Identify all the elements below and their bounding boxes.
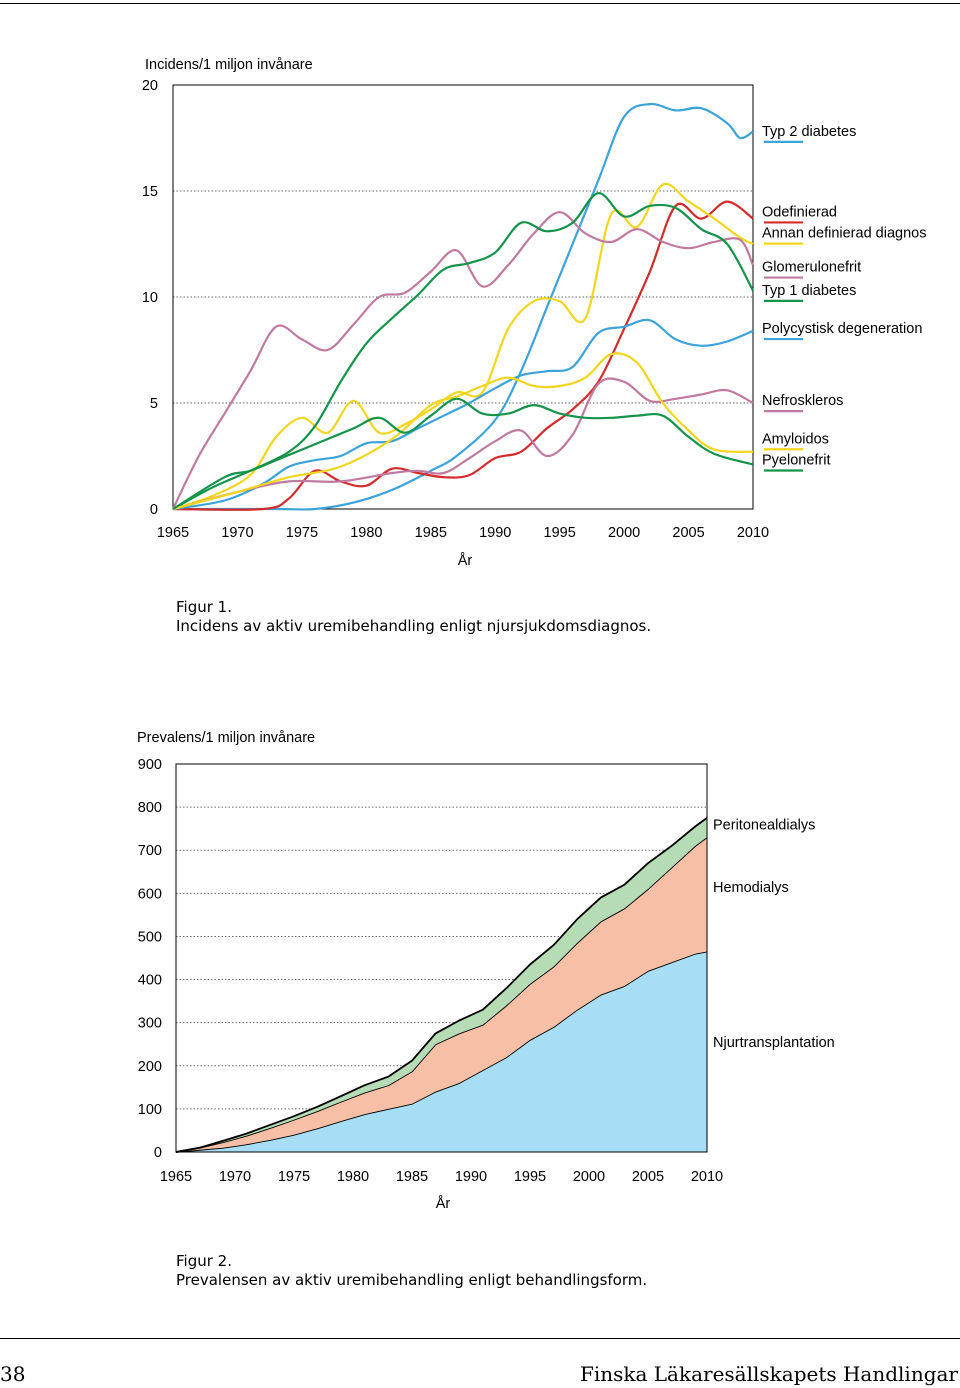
plot-frame xyxy=(172,84,754,510)
journal-title: Finska Läkaresällskapets Handlingar xyxy=(579,1362,958,1386)
figure-2-caption: Figur 2. Prevalensen av aktiv uremibehan… xyxy=(176,1252,647,1290)
y-tick-label: 500 xyxy=(138,929,162,945)
legend-label: Amyloidos xyxy=(762,431,829,447)
prevalence-chart: Prevalens/1 miljon invånare 0 100 200 300 400… xyxy=(0,700,960,1240)
y-axis-title: Incidens/1 miljon invånare xyxy=(145,57,313,73)
series-area xyxy=(176,951,707,1152)
y-tick-label: 600 xyxy=(138,886,162,902)
series-line xyxy=(172,211,755,510)
prevalence-chart-svg: Prevalens/1 miljon invånare 0 100 200 300 400… xyxy=(137,730,835,1212)
x-tick-label: 2010 xyxy=(737,525,769,541)
x-tick-label: 1990 xyxy=(479,525,511,541)
y-tick-label: 900 xyxy=(138,757,162,773)
legend-label: Polycystisk degeneration xyxy=(762,321,922,337)
y-tick-label: 15 xyxy=(142,184,158,200)
series-line xyxy=(172,397,754,510)
figure-2-label: Figur 2. xyxy=(176,1252,232,1270)
series-line xyxy=(172,352,754,511)
page-number: 38 xyxy=(0,1362,26,1386)
figure-1-caption: Figur 1. Incidens av aktiv uremibehandli… xyxy=(176,598,651,636)
x-tick-label: 1980 xyxy=(350,525,382,541)
legend-label: Njurtransplantation xyxy=(713,1035,835,1051)
x-axis-title: År xyxy=(436,1195,451,1212)
series-boundary xyxy=(175,817,708,1153)
y-axis-title: Prevalens/1 miljon invånare xyxy=(137,730,315,746)
x-tick-label: 1975 xyxy=(286,525,318,541)
x-tick-label: 1970 xyxy=(221,525,253,541)
x-tick-label: 2010 xyxy=(691,1169,723,1185)
y-tick-label: 300 xyxy=(138,1016,162,1032)
incidence-chart-svg: Incidens/1 miljon invånare 0 5 10 15 20 1965 19… xyxy=(142,57,927,569)
x-tick-label: 1995 xyxy=(514,1169,546,1185)
x-tick-label: 2005 xyxy=(632,1169,664,1185)
legend-label: Nefroskleros xyxy=(762,393,843,409)
y-tick-label: 200 xyxy=(138,1059,162,1075)
legend-label: Typ 2 diabetes xyxy=(762,124,856,140)
series-line xyxy=(172,377,754,511)
series-line xyxy=(172,318,754,511)
y-tick-label: 0 xyxy=(154,1145,162,1161)
y-tick-label: 800 xyxy=(138,800,162,816)
series-line xyxy=(172,200,754,511)
x-tick-label: 1985 xyxy=(396,1169,428,1185)
x-tick-label: 1970 xyxy=(219,1169,251,1185)
plot-frame xyxy=(175,763,708,1153)
figure-1-label: Figur 1. xyxy=(176,598,232,616)
x-tick-label: 1985 xyxy=(415,525,447,541)
top-rule xyxy=(0,3,960,4)
x-tick-label: 2000 xyxy=(573,1169,605,1185)
series-area xyxy=(176,837,707,1152)
x-tick-label: 2005 xyxy=(672,525,704,541)
x-tick-label: 1980 xyxy=(337,1169,369,1185)
figure-2-text: Prevalensen av aktiv uremibehandling enl… xyxy=(176,1271,648,1289)
footer-rule xyxy=(0,1338,960,1339)
legend-label: Peritonealdialys xyxy=(713,817,815,833)
series-line xyxy=(172,192,754,510)
series-line xyxy=(172,182,754,511)
x-tick-label: 1990 xyxy=(455,1169,487,1185)
figure-1-text: Incidens av aktiv uremibehandling enligt… xyxy=(176,617,652,635)
y-tick-label: 5 xyxy=(150,396,158,412)
y-tick-label: 0 xyxy=(150,502,158,518)
incidence-chart: Incidens/1 miljon invånare 0 5 10 15 20 1965 19… xyxy=(0,0,960,600)
legend-label: Pyelonefrit xyxy=(762,452,831,468)
x-axis-title: År xyxy=(458,552,473,569)
x-tick-label: 2000 xyxy=(608,525,640,541)
y-tick-label: 700 xyxy=(138,843,162,859)
legend-label: Odefinierad xyxy=(762,204,837,220)
series-line xyxy=(172,102,754,511)
y-tick-label: 10 xyxy=(142,290,158,306)
x-tick-label: 1965 xyxy=(160,1169,192,1185)
x-tick-label: 1995 xyxy=(544,525,576,541)
x-tick-label: 1975 xyxy=(278,1169,310,1185)
y-tick-label: 100 xyxy=(138,1102,162,1118)
legend-label: Hemodialys xyxy=(713,880,789,896)
x-tick-label: 1965 xyxy=(157,525,189,541)
legend-label: Typ 1 diabetes xyxy=(762,283,856,299)
legend-label: Annan definierad diagnos xyxy=(762,226,926,242)
y-tick-label: 400 xyxy=(138,973,162,989)
legend-label: Glomerulonefrit xyxy=(762,260,861,276)
y-tick-label: 20 xyxy=(142,78,158,94)
